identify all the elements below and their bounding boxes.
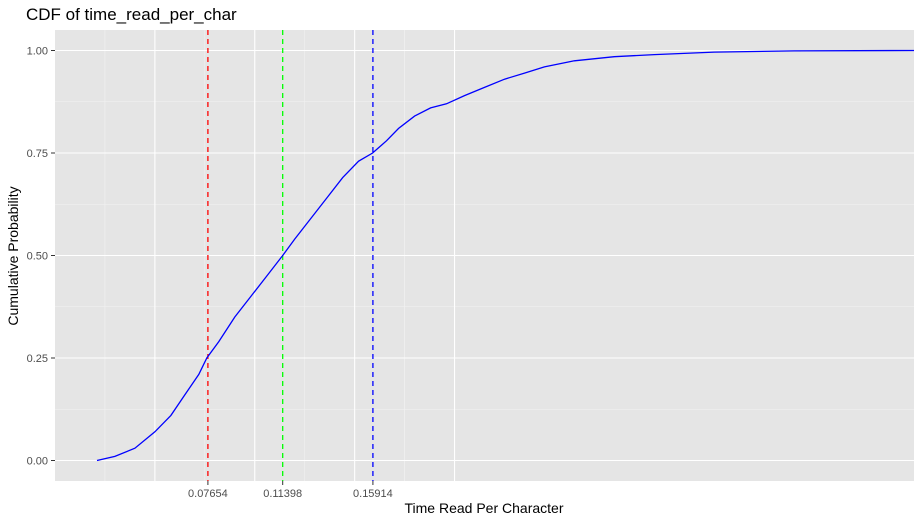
y-axis-title: Cumulative Probability [5,186,21,325]
x-tick-label: 0.11398 [263,488,302,500]
y-axis-ticks: 0.00 0.25 0.50 0.75 1.00 [27,46,55,468]
major-gridlines [55,30,914,481]
cdf-series-line [96,49,915,462]
y-tick-label: 0.25 [27,353,48,365]
y-tick-label: 1.00 [27,46,48,58]
x-tick-label: 0.15914 [353,488,393,500]
x-axis-ticks: 0.07654 0.11398 0.15914 [188,481,393,500]
x-axis-title: Time Read Per Character [405,500,564,516]
y-tick-label: 0.50 [27,251,48,263]
y-tick-label: 0.00 [27,456,48,468]
minor-gridlines [55,30,914,481]
chart-title: CDF of time_read_per_char [26,5,237,24]
y-tick-label: 0.75 [27,148,48,160]
x-tick-label: 0.07654 [188,488,228,500]
